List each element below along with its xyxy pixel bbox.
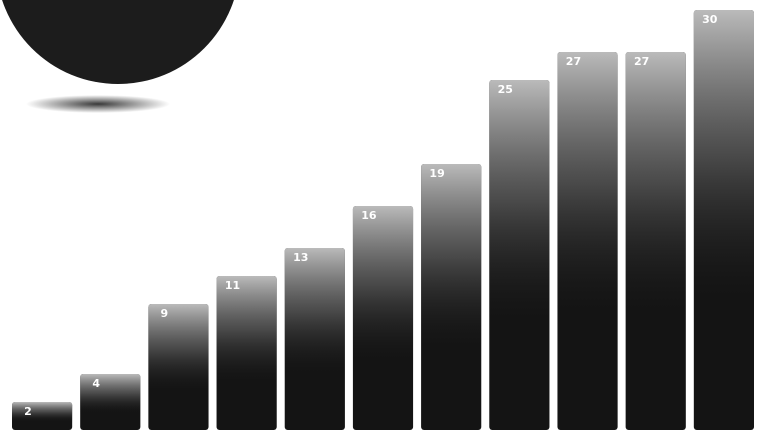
bar-sheen [557, 52, 618, 430]
bar-sheen [12, 402, 73, 430]
data-label: 27 [566, 55, 581, 68]
bar-sheen [625, 52, 686, 430]
bar-sheen [489, 80, 550, 430]
bar-sheen [216, 276, 277, 430]
data-label: 30 [702, 13, 718, 26]
data-label: 25 [498, 83, 513, 96]
decorative-sphere [2, 0, 234, 84]
data-label: 27 [634, 55, 649, 68]
bar-sheen [148, 304, 209, 430]
data-label: 4 [92, 377, 100, 390]
bars: 2 4 9 11 13 16 19 25 27 27 30 [12, 10, 754, 430]
data-label: 16 [361, 209, 377, 222]
bar-sheen [284, 248, 345, 430]
data-label: 9 [161, 307, 169, 320]
data-label: 2 [24, 405, 32, 418]
bar-sheen [352, 206, 414, 430]
data-label: 11 [225, 279, 240, 292]
bar-sheen [421, 164, 482, 430]
bar-sheen [693, 10, 754, 430]
bar-sheen [80, 374, 141, 430]
sphere-shadow [26, 95, 170, 113]
data-label: 13 [293, 251, 308, 264]
data-label: 19 [429, 167, 444, 180]
